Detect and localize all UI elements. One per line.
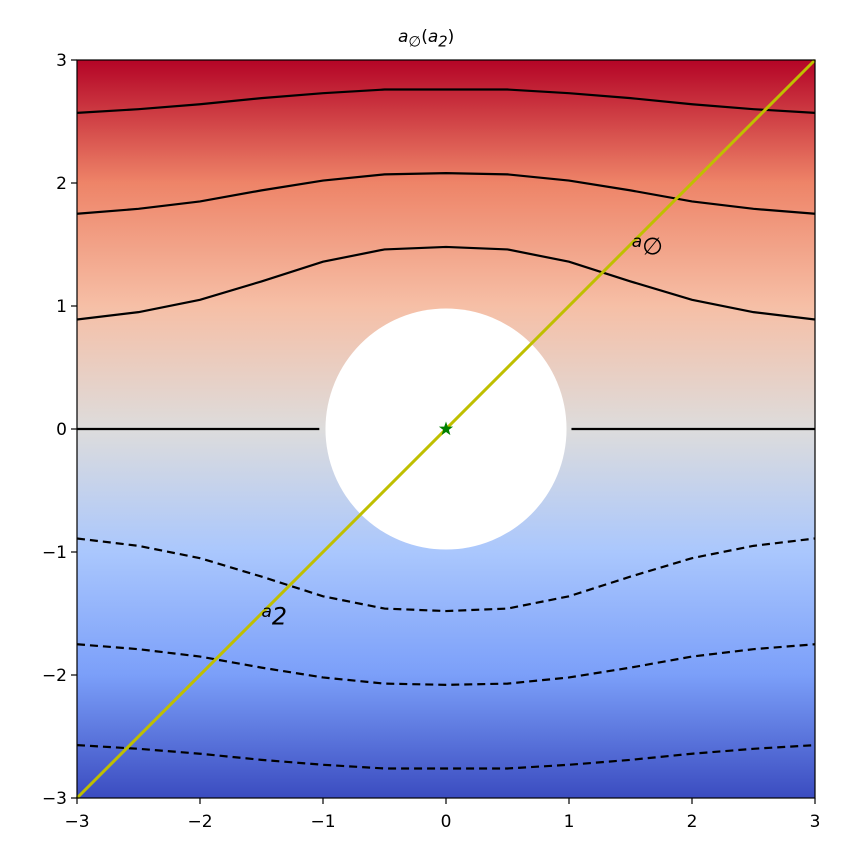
x-tick-label: 1 [564, 812, 575, 832]
contour-line [77, 744, 815, 770]
annotation-part: a [632, 232, 642, 252]
chart-title-part: a [398, 27, 408, 47]
chart-title-part: ( [421, 27, 428, 47]
y-tick-label: 2 [56, 174, 67, 194]
chart-title: a∅(a2) [398, 27, 454, 51]
chart-title-part: ∅ [408, 34, 421, 51]
chart-title-part: a [428, 27, 438, 47]
chart-title-part: 2 [438, 34, 447, 51]
y-tick-label: 1 [56, 297, 67, 317]
annotation-part: a [262, 602, 272, 622]
contour-line [77, 537, 815, 613]
plot-area [77, 88, 815, 770]
contour-line [77, 88, 815, 114]
annotation-part: 2 [272, 603, 287, 631]
annotation-part: ∅ [642, 232, 663, 260]
annotation: a2 [262, 602, 288, 630]
x-tick-label: −1 [310, 812, 335, 832]
x-tick-label: 3 [810, 812, 821, 832]
x-tick-label: 2 [687, 812, 698, 832]
x-tick-label: 0 [441, 812, 452, 832]
annotation: a∅ [632, 232, 663, 260]
y-tick-label: 3 [56, 51, 67, 71]
chart-title-part: ) [448, 27, 455, 47]
y-tick-label: 0 [56, 420, 67, 440]
contour-line [77, 172, 815, 215]
y-tick-label: −1 [42, 543, 67, 563]
contour-line [77, 643, 815, 686]
contour-line [77, 245, 815, 321]
y-tick-label: −3 [42, 789, 67, 809]
point-marker [438, 421, 454, 436]
x-tick-label: −2 [187, 812, 212, 832]
x-tick-label: −3 [64, 812, 89, 832]
y-tick-label: −2 [42, 666, 67, 686]
